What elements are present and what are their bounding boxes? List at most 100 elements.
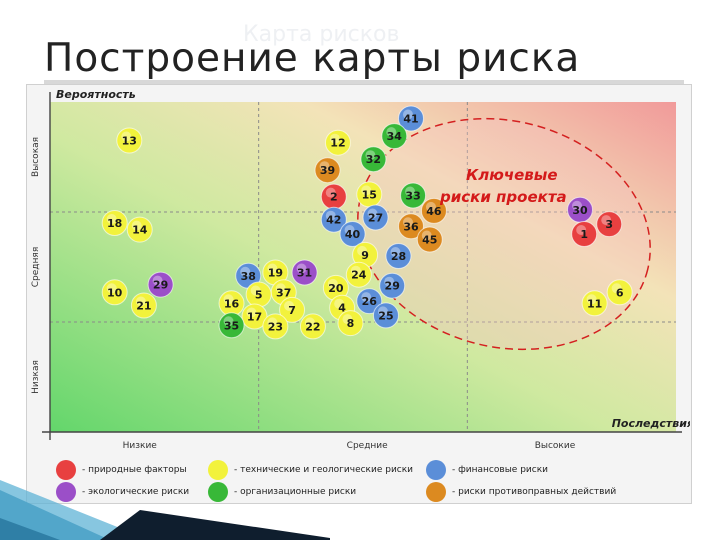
legend-label: - риски противоправных действий bbox=[452, 487, 617, 497]
risk-point-label: 20 bbox=[328, 282, 344, 295]
risk-point-highlight bbox=[325, 187, 336, 198]
risk-point-label: 12 bbox=[330, 137, 345, 150]
background-title: Карта рисков bbox=[243, 22, 400, 47]
risk-point: 17 bbox=[241, 303, 268, 330]
risk-point-label: 30 bbox=[572, 204, 588, 217]
risk-point-label: 29 bbox=[153, 279, 168, 292]
risk-point-label: 4 bbox=[338, 302, 346, 315]
legend-swatch bbox=[208, 460, 228, 480]
risk-point-highlight bbox=[223, 294, 234, 305]
legend-swatch bbox=[56, 482, 76, 502]
risk-point-label: 7 bbox=[288, 304, 296, 317]
risk-point: 28 bbox=[385, 243, 412, 269]
risk-point: 2 bbox=[320, 183, 347, 210]
risk-point-marker bbox=[320, 206, 347, 233]
risk-point-marker bbox=[314, 157, 341, 184]
risk-point-label: 36 bbox=[403, 220, 419, 233]
risk-point-highlight bbox=[342, 314, 353, 325]
risk-point: 20 bbox=[322, 274, 349, 301]
risk-point: 6 bbox=[606, 279, 633, 306]
legend-label: - экологические риски bbox=[82, 487, 190, 497]
y-tick-label: Низкая bbox=[31, 360, 41, 394]
risk-point-label: 1 bbox=[580, 228, 588, 241]
risk-point: 35 bbox=[218, 312, 245, 339]
risk-point-label: 19 bbox=[268, 267, 283, 280]
risk-point: 24 bbox=[345, 261, 372, 288]
risk-point-marker bbox=[362, 204, 389, 231]
risk-point-label: 29 bbox=[385, 280, 400, 293]
risk-point-marker bbox=[360, 146, 387, 173]
risk-point-label: 14 bbox=[132, 224, 148, 237]
risk-point-marker bbox=[400, 182, 427, 209]
risk-point: 15 bbox=[356, 181, 383, 208]
risk-point-label: 5 bbox=[255, 289, 263, 302]
risk-point-label: 16 bbox=[224, 297, 240, 310]
risk-point-label: 9 bbox=[361, 249, 369, 262]
risk-point-marker bbox=[372, 302, 399, 329]
risk-point-marker bbox=[101, 279, 128, 306]
risk-point-label: 35 bbox=[224, 319, 239, 332]
risk-point-highlight bbox=[611, 283, 622, 294]
risk-point-label: 6 bbox=[616, 286, 624, 299]
risk-point-label: 13 bbox=[122, 135, 137, 148]
risk-point-highlight bbox=[365, 150, 376, 161]
risk-point-marker bbox=[218, 312, 245, 339]
risk-point-highlight bbox=[329, 133, 340, 144]
risk-point-marker bbox=[596, 211, 623, 238]
risk-point-label: 24 bbox=[351, 269, 367, 282]
risk-point-label: 18 bbox=[107, 217, 122, 230]
risk-point-marker bbox=[339, 221, 366, 247]
legend-label: - финансовые риски bbox=[452, 465, 548, 475]
risk-point: 31 bbox=[291, 259, 318, 286]
legend-item-counteraction: - риски противоправных действий bbox=[426, 482, 616, 502]
risk-point-label: 33 bbox=[405, 190, 420, 203]
risk-point-marker bbox=[126, 216, 153, 243]
y-axis-title: Вероятность bbox=[56, 88, 136, 101]
risk-point: 8 bbox=[337, 310, 364, 337]
risk-point-marker bbox=[299, 313, 326, 340]
risk-point-marker bbox=[116, 127, 143, 154]
risk-point: 22 bbox=[299, 313, 326, 340]
legend-label: - организационные риски bbox=[234, 487, 357, 497]
key-risks-ellipse bbox=[357, 117, 651, 351]
risk-point-marker bbox=[147, 271, 174, 298]
risk-point: 29 bbox=[147, 271, 174, 298]
risk-point-label: 22 bbox=[305, 320, 320, 333]
risk-point-highlight bbox=[350, 265, 361, 276]
legend: - природные факторы - технические и геоло… bbox=[26, 452, 690, 502]
risk-point-label: 15 bbox=[362, 188, 377, 201]
risk-point: 30 bbox=[567, 196, 594, 223]
risk-point-marker bbox=[606, 279, 633, 306]
risk-point-label: 31 bbox=[297, 267, 312, 280]
legend-item-natural: - природные факторы bbox=[56, 460, 187, 480]
risk-point-label: 39 bbox=[320, 164, 335, 177]
risk-point: 23 bbox=[262, 313, 289, 340]
risk-point: 32 bbox=[360, 146, 387, 173]
risk-point-marker bbox=[397, 105, 424, 132]
risk-point-label: 45 bbox=[422, 234, 437, 247]
risk-point-marker bbox=[581, 290, 608, 317]
key-risks-label-line-2: риски проекта bbox=[439, 188, 567, 206]
risk-point: 25 bbox=[372, 302, 399, 329]
risk-point-highlight bbox=[390, 247, 401, 257]
risk-point-highlight bbox=[421, 230, 432, 241]
risk-point: 33 bbox=[400, 182, 427, 209]
risk-point-label: 40 bbox=[345, 228, 361, 241]
risk-point: 40 bbox=[339, 221, 366, 247]
legend-swatch bbox=[208, 482, 228, 502]
legend-item-ecological: - экологические риски bbox=[56, 482, 189, 502]
risk-point-highlight bbox=[576, 225, 587, 235]
key-risks-label-line-1: Ключевые bbox=[466, 166, 558, 184]
risk-point-highlight bbox=[601, 215, 612, 226]
risk-point-highlight bbox=[361, 292, 372, 303]
x-tick-label: Средние bbox=[347, 441, 388, 451]
risk-point-label: 21 bbox=[136, 300, 151, 313]
risk-point: 34 bbox=[381, 123, 408, 150]
decorative-corner bbox=[0, 480, 330, 540]
y-tick-label: Средняя bbox=[31, 247, 41, 287]
risk-point: 13 bbox=[116, 127, 143, 154]
risk-point-label: 26 bbox=[362, 295, 378, 308]
risk-map-chart: Вероятность Последствия Низкие Средние Высо… bbox=[31, 88, 690, 451]
risk-point-marker bbox=[420, 197, 447, 224]
risk-point-label: 27 bbox=[368, 212, 383, 225]
